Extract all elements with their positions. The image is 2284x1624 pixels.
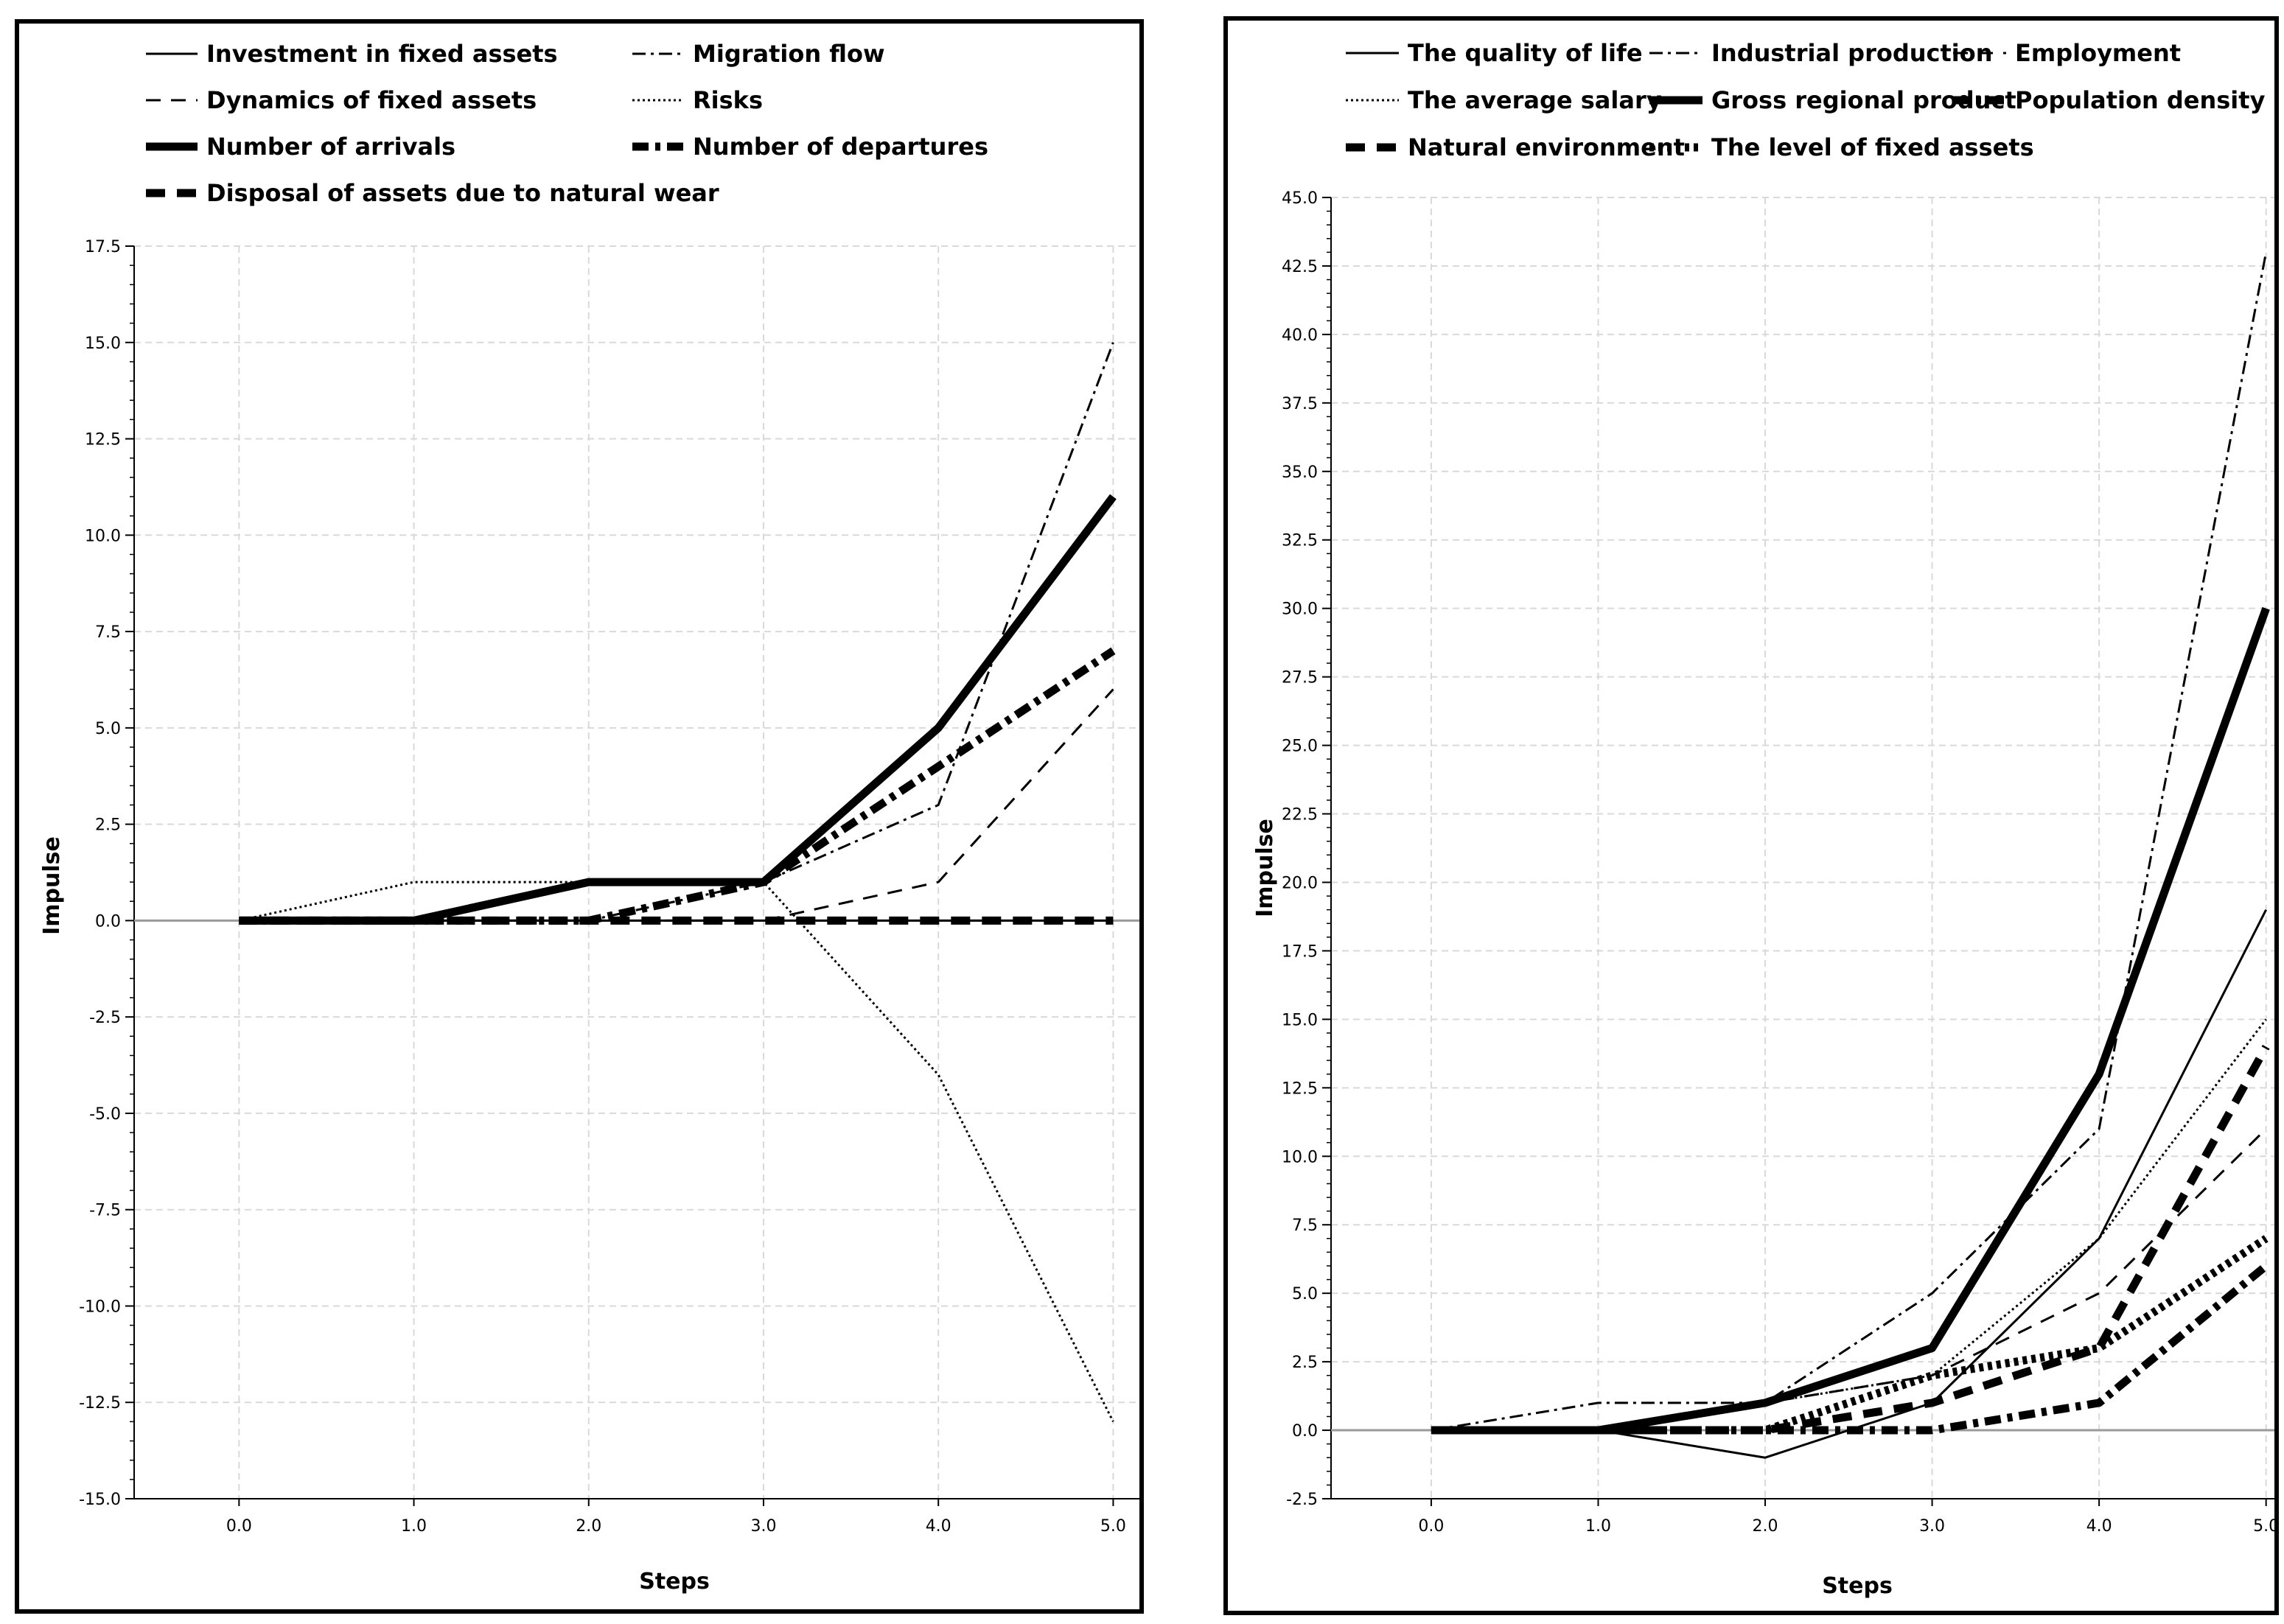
y-tick-label: 5.0 (1292, 1285, 1318, 1303)
y-tick-label: 27.5 (1282, 669, 1318, 687)
series-line (239, 881, 1114, 1423)
y-axis-title: Impulse (1252, 819, 1278, 917)
y-tick-label: 15.0 (85, 335, 121, 353)
y-tick-label: 10.0 (1282, 1148, 1318, 1166)
legend-label: Number of departures (693, 133, 988, 161)
y-tick-label: 2.5 (1292, 1354, 1318, 1372)
x-tick-label: 1.0 (401, 1517, 427, 1536)
x-tick-label: 5.0 (2253, 1517, 2274, 1536)
y-tick-label: 32.5 (1282, 532, 1318, 550)
x-tick-label: 0.0 (226, 1517, 252, 1536)
y-tick-label: 5.0 (95, 720, 121, 738)
right-tick-labels: -2.5 0.0 2.5 5.0 7.5 10.0 12.5 15.0 17.5 20.0 22.5… (1282, 189, 2274, 1536)
legend-entry: Employment (1953, 39, 2181, 67)
x-axis-title: Steps (639, 1569, 710, 1595)
x-axis-title: Steps (1822, 1573, 1893, 1599)
legend-label: Gross regional product (1711, 86, 2016, 114)
right-legend: The quality of life Industrial productio… (1346, 39, 2266, 161)
legend-label: Dynamics of fixed assets (206, 86, 537, 114)
y-tick-label: -2.5 (89, 1009, 121, 1027)
x-tick-label: 3.0 (1919, 1517, 1945, 1536)
y-tick-label: -12.5 (79, 1394, 121, 1413)
legend-entry: Number of departures (632, 133, 988, 161)
left-chart: Investment in fixed assets Migration flo… (39, 40, 1139, 1595)
y-tick-label: 30.0 (1282, 601, 1318, 619)
left-chart-panel: Investment in fixed assets Migration flo… (15, 19, 1144, 1614)
legend-label: Migration flow (693, 40, 885, 68)
legend-entry: Natural environment (1346, 133, 1685, 161)
series-line (239, 647, 1116, 925)
legend-entry: The level of fixed assets (1649, 133, 2034, 161)
x-tick-label: 4.0 (2086, 1517, 2112, 1536)
y-tick-label: 0.0 (1292, 1422, 1318, 1441)
y-tick-label: 35.0 (1282, 463, 1318, 482)
legend-label: Risks (693, 86, 763, 114)
y-tick-label: 20.0 (1282, 874, 1318, 892)
legend-entry: Number of arrivals (146, 133, 455, 161)
legend-label: Population density (2015, 86, 2266, 114)
y-tick-label: 17.5 (1282, 942, 1318, 961)
y-tick-label: 40.0 (1282, 326, 1318, 345)
y-tick-label: 12.5 (1282, 1079, 1318, 1098)
x-tick-label: 3.0 (750, 1517, 776, 1536)
y-tick-label: 25.0 (1282, 738, 1318, 756)
legend-entry: Dynamics of fixed assets (146, 86, 537, 114)
y-tick-label: 15.0 (1282, 1011, 1318, 1029)
legend-label: Industrial production (1711, 39, 1993, 67)
legend-entry: Investment in fixed assets (146, 40, 558, 68)
series-line (1431, 1235, 2269, 1435)
legend-label: Investment in fixed assets (206, 40, 558, 68)
y-tick-label: -2.5 (1286, 1491, 1318, 1509)
legend-label: The quality of life (1408, 39, 1643, 67)
y-tick-label: -7.5 (89, 1202, 121, 1220)
right-axes (1322, 197, 2274, 1506)
y-tick-label: -15.0 (79, 1491, 121, 1509)
left-series-layer (239, 342, 1117, 1423)
x-tick-label: 4.0 (926, 1517, 951, 1536)
legend-label: Disposal of assets due to natural wear (206, 179, 719, 207)
y-tick-label: 10.0 (85, 527, 121, 545)
legend-entry: Population density (1953, 86, 2266, 114)
y-tick-label: -10.0 (79, 1298, 121, 1316)
y-tick-label: 42.5 (1282, 258, 1318, 276)
legend-label: The average salary (1408, 86, 1662, 114)
legend-entry: Industrial production (1649, 39, 1993, 67)
series-line (1431, 1044, 2270, 1435)
left-tick-labels: -15.0 -12.5 -10.0 -7.5 -5.0 -2.5 0.0 2.5 5.0 7.5 1… (79, 238, 1126, 1536)
legend-entry: The average salary (1346, 86, 1662, 114)
x-tick-label: 2.0 (576, 1517, 601, 1536)
legend-entry: Disposal of assets due to natural wear (146, 179, 719, 207)
y-tick-label: 7.5 (1292, 1217, 1318, 1235)
right-chart: The quality of life Industrial productio… (1252, 39, 2274, 1599)
series-line (239, 494, 1117, 925)
y-axis-title: Impulse (39, 836, 65, 935)
legend-label: The level of fixed assets (1711, 133, 2034, 161)
right-chart-panel: The quality of life Industrial productio… (1223, 16, 2279, 1615)
right-series-layer (1431, 252, 2270, 1459)
y-tick-label: 0.0 (95, 912, 121, 931)
left-legend: Investment in fixed assets Migration flo… (146, 40, 988, 207)
y-tick-label: 22.5 (1282, 806, 1318, 825)
y-tick-label: 12.5 (85, 431, 121, 449)
y-tick-label: 17.5 (85, 238, 121, 256)
legend-entry: Migration flow (632, 40, 885, 68)
y-tick-label: 2.5 (95, 816, 121, 835)
x-tick-label: 1.0 (1585, 1517, 1611, 1536)
y-tick-label: 45.0 (1282, 189, 1318, 208)
x-tick-label: 5.0 (1100, 1517, 1126, 1536)
y-tick-label: -5.0 (89, 1105, 121, 1124)
legend-label: Natural environment (1408, 133, 1685, 161)
y-tick-label: 7.5 (95, 623, 121, 642)
legend-entry: The quality of life (1346, 39, 1643, 67)
x-tick-label: 2.0 (1753, 1517, 1778, 1536)
legend-entry: Risks (632, 86, 763, 114)
series-line (1431, 252, 2268, 1432)
legend-label: Employment (2015, 39, 2181, 67)
left-axes (125, 245, 1139, 1506)
x-tick-label: 0.0 (1418, 1517, 1444, 1536)
legend-label: Number of arrivals (206, 133, 455, 161)
y-tick-label: 37.5 (1282, 395, 1318, 413)
